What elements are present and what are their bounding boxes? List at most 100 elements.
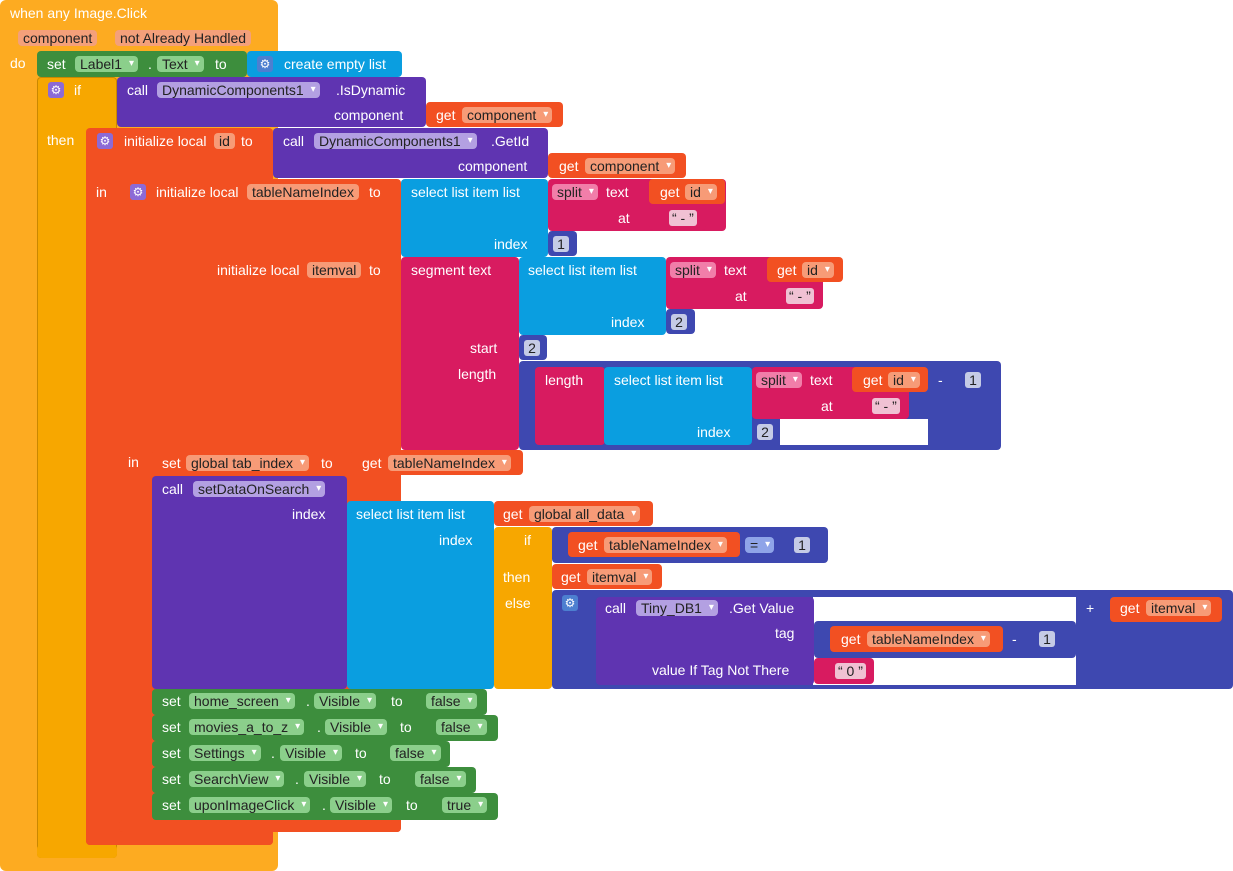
property-dropdown-visible[interactable]: Visible — [325, 719, 387, 735]
dot-separator: . — [271, 745, 275, 761]
length-block[interactable] — [535, 367, 605, 445]
var-dropdown-tablenameindex[interactable]: tableNameIndex — [604, 537, 727, 553]
if-expression-block[interactable] — [494, 527, 552, 689]
boolean-dropdown-true[interactable]: true — [442, 797, 488, 813]
component-dropdown-movies-a-to-z[interactable]: movies_a_to_z — [189, 719, 305, 735]
number-value[interactable]: 1 — [794, 537, 810, 553]
call-setdataonsearch-block[interactable] — [152, 476, 347, 689]
property-dropdown-text[interactable]: Text — [157, 56, 204, 72]
event-param-component[interactable]: component — [18, 30, 98, 46]
dot-separator: . — [317, 719, 321, 735]
minus-operator[interactable]: - — [1012, 631, 1017, 647]
component-dropdown-label1[interactable]: Label1 — [75, 56, 139, 72]
boolean-dropdown-false[interactable]: false — [415, 771, 466, 787]
then-keyword: then — [503, 569, 531, 585]
number-value[interactable]: 1 — [553, 236, 569, 252]
component-dropdown-dynamiccomponents1[interactable]: DynamicComponents1 — [157, 82, 320, 98]
set-keyword: set — [162, 771, 181, 787]
method-getid: .GetId — [491, 133, 530, 149]
component-dropdown-home-screen[interactable]: home_screen — [189, 693, 295, 709]
property-dropdown-visible[interactable]: Visible — [330, 797, 392, 813]
string-separator[interactable]: “ - ” — [872, 398, 900, 414]
var-dropdown-component[interactable]: component — [462, 107, 553, 123]
property-dropdown-visible[interactable]: Visible — [280, 745, 342, 761]
minus-operator[interactable]: - — [938, 372, 943, 388]
number-value[interactable]: 2 — [757, 424, 773, 440]
select-list-item-block[interactable] — [401, 179, 548, 257]
var-dropdown-itemval[interactable]: itemval — [1146, 600, 1212, 616]
init-label: initialize local — [156, 184, 239, 200]
component-dropdown-settings[interactable]: Settings — [189, 745, 261, 761]
select-list-item-block[interactable] — [604, 367, 752, 445]
component-dropdown-tiny-db1[interactable]: Tiny_DB1 — [636, 600, 718, 616]
boolean-dropdown-false[interactable]: false — [390, 745, 441, 761]
gear-icon[interactable]: ⚙ — [257, 56, 273, 72]
plus-operator[interactable]: + — [1086, 600, 1095, 616]
var-dropdown-tablenameindex[interactable]: tableNameIndex — [867, 631, 990, 647]
segment-label: segment text — [411, 262, 492, 278]
component-dropdown-uponimageclick[interactable]: uponImageClick — [189, 797, 311, 813]
set-keyword: set — [47, 56, 66, 72]
gear-icon[interactable]: ⚙ — [562, 595, 578, 611]
split-dropdown[interactable]: split — [670, 262, 716, 278]
string-separator[interactable]: “ - ” — [786, 288, 814, 304]
get-keyword: get — [660, 184, 680, 200]
dot-separator: . — [306, 693, 310, 709]
number-value[interactable]: 1 — [1039, 631, 1055, 647]
set-label1-text-block[interactable] — [37, 51, 247, 77]
var-dropdown-global-all-data[interactable]: global all_data — [529, 506, 641, 522]
split-dropdown[interactable]: split — [552, 184, 598, 200]
boolean-dropdown-false[interactable]: false — [426, 693, 477, 709]
gear-icon[interactable]: ⚙ — [130, 184, 146, 200]
method-isdynamic: .IsDynamic — [336, 82, 406, 98]
number-value[interactable]: 2 — [524, 340, 540, 356]
string-separator[interactable]: “ - ” — [669, 210, 697, 226]
local-name-itemval[interactable]: itemval — [307, 262, 362, 278]
event-title: when any Image.Click — [10, 5, 147, 21]
split-dropdown[interactable]: split — [756, 372, 802, 388]
arg-label-component: component — [334, 107, 404, 123]
component-dropdown-dynamiccomponents1[interactable]: DynamicComponents1 — [314, 133, 477, 149]
gear-icon[interactable]: ⚙ — [48, 82, 64, 98]
var-dropdown-itemval[interactable]: itemval — [587, 569, 653, 585]
property-dropdown-visible[interactable]: Visible — [304, 771, 366, 787]
dot-separator: . — [295, 771, 299, 787]
number-value[interactable]: 2 — [671, 314, 687, 330]
event-param-not-already-handled[interactable]: not Already Handled — [115, 30, 252, 46]
to-keyword: to — [400, 719, 412, 735]
var-dropdown-id[interactable]: id — [685, 184, 717, 200]
segment-text-block[interactable] — [401, 257, 519, 450]
var-dropdown-tablenameindex[interactable]: tableNameIndex — [388, 455, 511, 471]
property-dropdown-visible[interactable]: Visible — [314, 693, 376, 709]
component-dropdown-searchview[interactable]: SearchView — [189, 771, 285, 787]
arg-label-component: component — [458, 158, 528, 174]
operator-dropdown-equals[interactable]: = — [745, 537, 775, 553]
event-do-label: do — [10, 55, 26, 71]
boolean-dropdown-false[interactable]: false — [436, 719, 487, 735]
at-label: at — [735, 288, 747, 304]
to-keyword: to — [369, 184, 381, 200]
gear-icon[interactable]: ⚙ — [97, 133, 113, 149]
index-label: index — [292, 506, 326, 522]
var-dropdown-global-tab-index[interactable]: global tab_index — [186, 455, 309, 471]
else-keyword: else — [505, 595, 531, 611]
number-value[interactable]: 1 — [965, 372, 981, 388]
procedure-dropdown-setdataonsearch[interactable]: setDataOnSearch — [193, 481, 326, 497]
empty-slot — [780, 419, 928, 445]
index-label: index — [611, 314, 645, 330]
get-keyword: get — [841, 631, 861, 647]
select-list-item-block[interactable] — [347, 501, 494, 689]
get-keyword: get — [559, 158, 579, 174]
var-dropdown-id[interactable]: id — [802, 262, 834, 278]
to-keyword: to — [321, 455, 333, 471]
select-list-item-label: select list item list — [356, 506, 465, 522]
local-name-id[interactable]: id — [214, 133, 235, 149]
length-function-label: length — [545, 372, 584, 388]
string-default[interactable]: “ 0 ” — [835, 663, 866, 679]
var-dropdown-id[interactable]: id — [888, 372, 920, 388]
select-list-item-block[interactable] — [519, 257, 666, 335]
index-label: index — [697, 424, 731, 440]
var-dropdown-component[interactable]: component — [585, 158, 676, 174]
local-name-tablenameindex[interactable]: tableNameIndex — [247, 184, 359, 200]
if-keyword: if — [74, 82, 81, 98]
